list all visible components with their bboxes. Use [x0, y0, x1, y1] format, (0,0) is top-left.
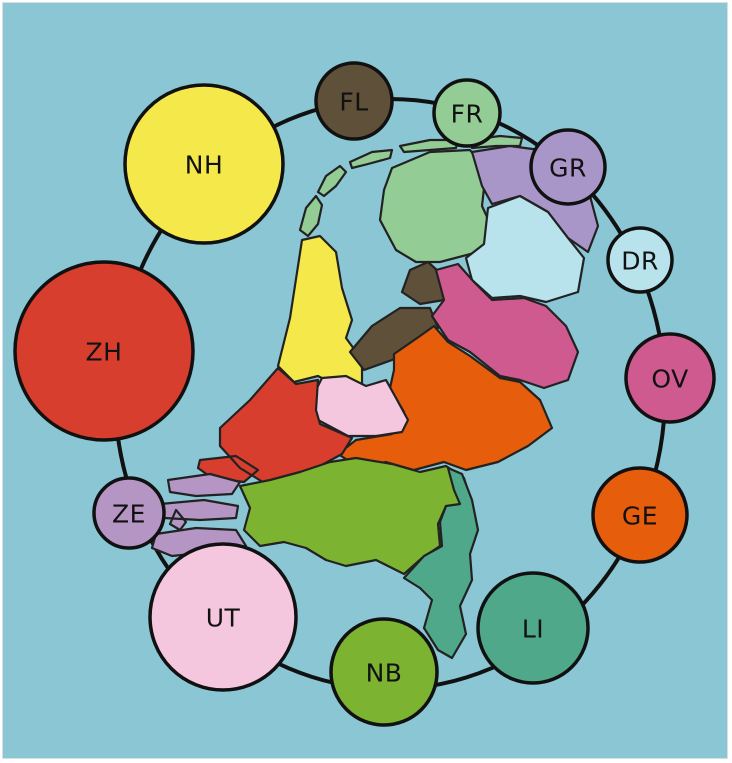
province-bubble-ge: GE: [591, 466, 689, 564]
province-bubble-zh: ZH: [13, 260, 195, 442]
map-noord-brabant: [238, 456, 472, 576]
province-label-ge: GE: [622, 502, 658, 531]
province-bubble-ov: OV: [624, 332, 716, 424]
map-drenthe: [464, 194, 586, 304]
province-circle-nh: [123, 83, 285, 245]
province-label-dr: DR: [621, 247, 659, 276]
province-circle-ze: [92, 476, 166, 550]
province-label-fl: FL: [339, 88, 368, 117]
province-label-fr: FR: [451, 100, 484, 129]
map-zeeland: [150, 472, 248, 558]
map-limburg: [402, 466, 480, 660]
province-bubble-gr: GR: [529, 128, 607, 206]
province-label-nb: NB: [366, 659, 403, 688]
province-circle-dr: [606, 226, 674, 294]
province-circle-fr: [432, 78, 502, 148]
province-label-ov: OV: [651, 365, 688, 394]
province-circle-nb: [329, 617, 439, 727]
province-bubble-dr: DR: [606, 226, 674, 294]
province-circle-fl: [314, 61, 394, 141]
province-bubble-fr: FR: [432, 78, 502, 148]
map-wadden-islands: [298, 134, 524, 238]
province-bubbles: NH FL FR GR DR OV GE LI NB UT ZE ZH: [13, 61, 716, 727]
province-label-li: LI: [522, 615, 544, 644]
province-bubble-ze: ZE: [92, 476, 166, 550]
province-circle-li: [476, 571, 590, 685]
province-circle-ut: [148, 542, 298, 692]
province-circle-ov: [624, 332, 716, 424]
province-label-gr: GR: [549, 154, 587, 183]
map-noord-holland: [276, 234, 364, 392]
province-bubble-nb: NB: [329, 617, 439, 727]
province-bubble-ut: UT: [148, 542, 298, 692]
province-circle-ge: [591, 466, 689, 564]
province-label-ze: ZE: [112, 500, 146, 529]
map-overijssel: [430, 262, 580, 390]
province-bubble-fl: FL: [314, 61, 394, 141]
province-label-nh: NH: [185, 151, 224, 180]
province-label-ut: UT: [206, 604, 241, 633]
province-label-zh: ZH: [86, 338, 123, 367]
province-circle-gr: [529, 128, 607, 206]
province-bubble-li: LI: [476, 571, 590, 685]
province-circle-zh: [13, 260, 195, 442]
province-bubble-nh: NH: [123, 83, 285, 245]
